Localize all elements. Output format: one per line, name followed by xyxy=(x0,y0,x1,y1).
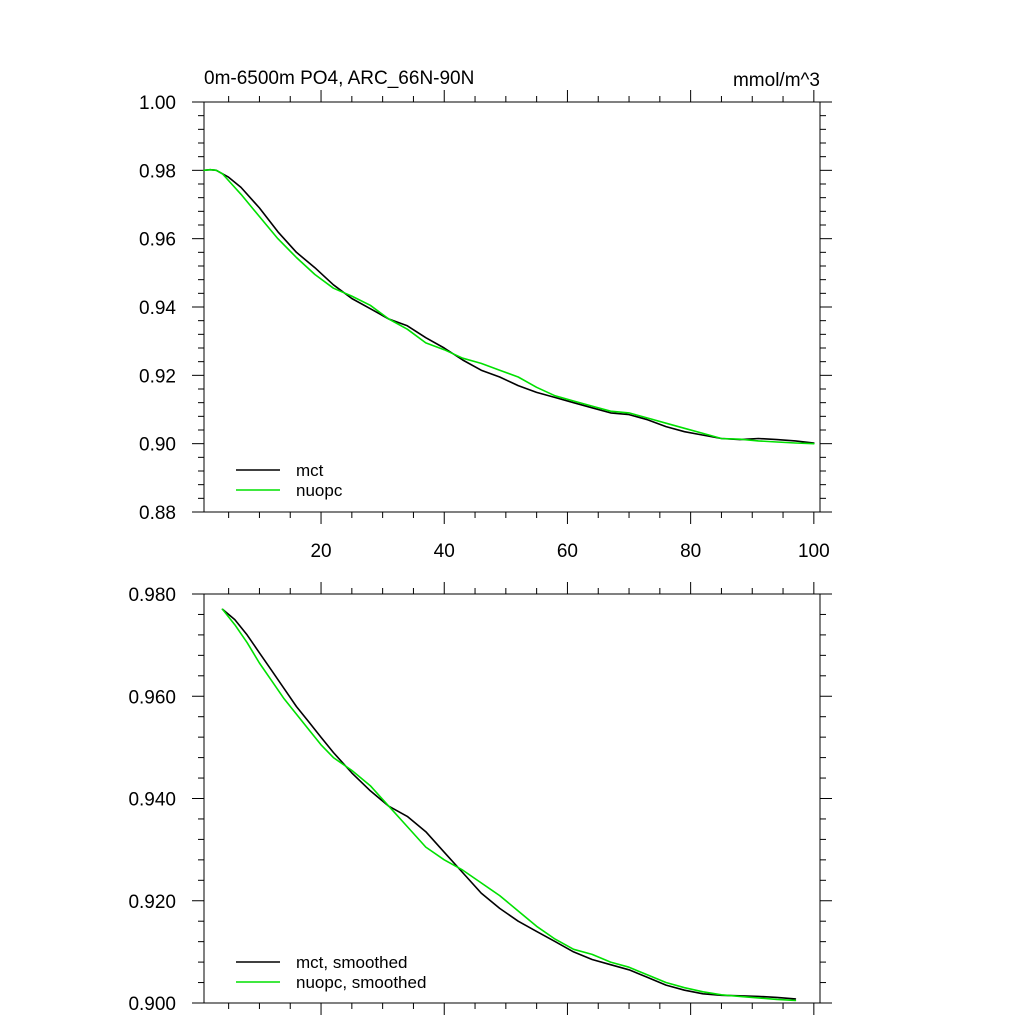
bottom-y-tick-label: 0.980 xyxy=(128,585,176,606)
top-chart-units: mmol/m^3 xyxy=(733,70,820,91)
top-x-tick-label: 20 xyxy=(310,541,331,562)
bottom-y-tick-label: 0.920 xyxy=(128,892,176,913)
top-plot-frame xyxy=(203,101,821,513)
top-y-tick-label: 0.94 xyxy=(139,298,176,319)
bottom-y-tick-label: 0.900 xyxy=(128,994,176,1015)
top-y-tick-label: 0.98 xyxy=(139,161,176,182)
bottom-chart-panel: 0.900 0.920 0.940 0.960 0.980 mct, smoothednu… xyxy=(128,582,832,1015)
top-series-nuopc-line xyxy=(203,168,815,445)
bottom-series-nuopc-line xyxy=(221,608,797,1002)
top-legend-label-nuopc: nuopc xyxy=(296,481,343,500)
top-chart-panel: 0m-6500m PO4, ARC_66N-90N mmol/m^3 0.88 0.9… xyxy=(139,68,832,562)
top-x-tick-label: 80 xyxy=(680,541,701,562)
bottom-y-tick-label: 0.940 xyxy=(128,790,176,811)
top-x-tick-label: 60 xyxy=(557,541,578,562)
top-y-tick-label: 0.96 xyxy=(139,230,176,251)
top-series-mct-line xyxy=(203,168,815,444)
top-y-tick-label: 0.88 xyxy=(139,503,176,524)
top-y-tick-label: 0.90 xyxy=(139,435,176,456)
bottom-series-mct-line xyxy=(221,608,797,1000)
top-x-tick-label: 100 xyxy=(798,541,830,562)
top-legend-label-mct: mct xyxy=(296,461,324,480)
bottom-legend-label-mct: mct, smoothed xyxy=(296,953,408,972)
top-x-tick-label: 40 xyxy=(434,541,455,562)
top-chart-title: 0m-6500m PO4, ARC_66N-90N xyxy=(204,68,474,89)
top-y-tick-label: 1.00 xyxy=(139,93,176,114)
bottom-plot-frame xyxy=(203,593,821,1004)
top-y-tick-label: 0.92 xyxy=(139,366,176,387)
bottom-legend-label-nuopc: nuopc, smoothed xyxy=(296,973,426,992)
bottom-y-tick-label: 0.960 xyxy=(128,687,176,708)
